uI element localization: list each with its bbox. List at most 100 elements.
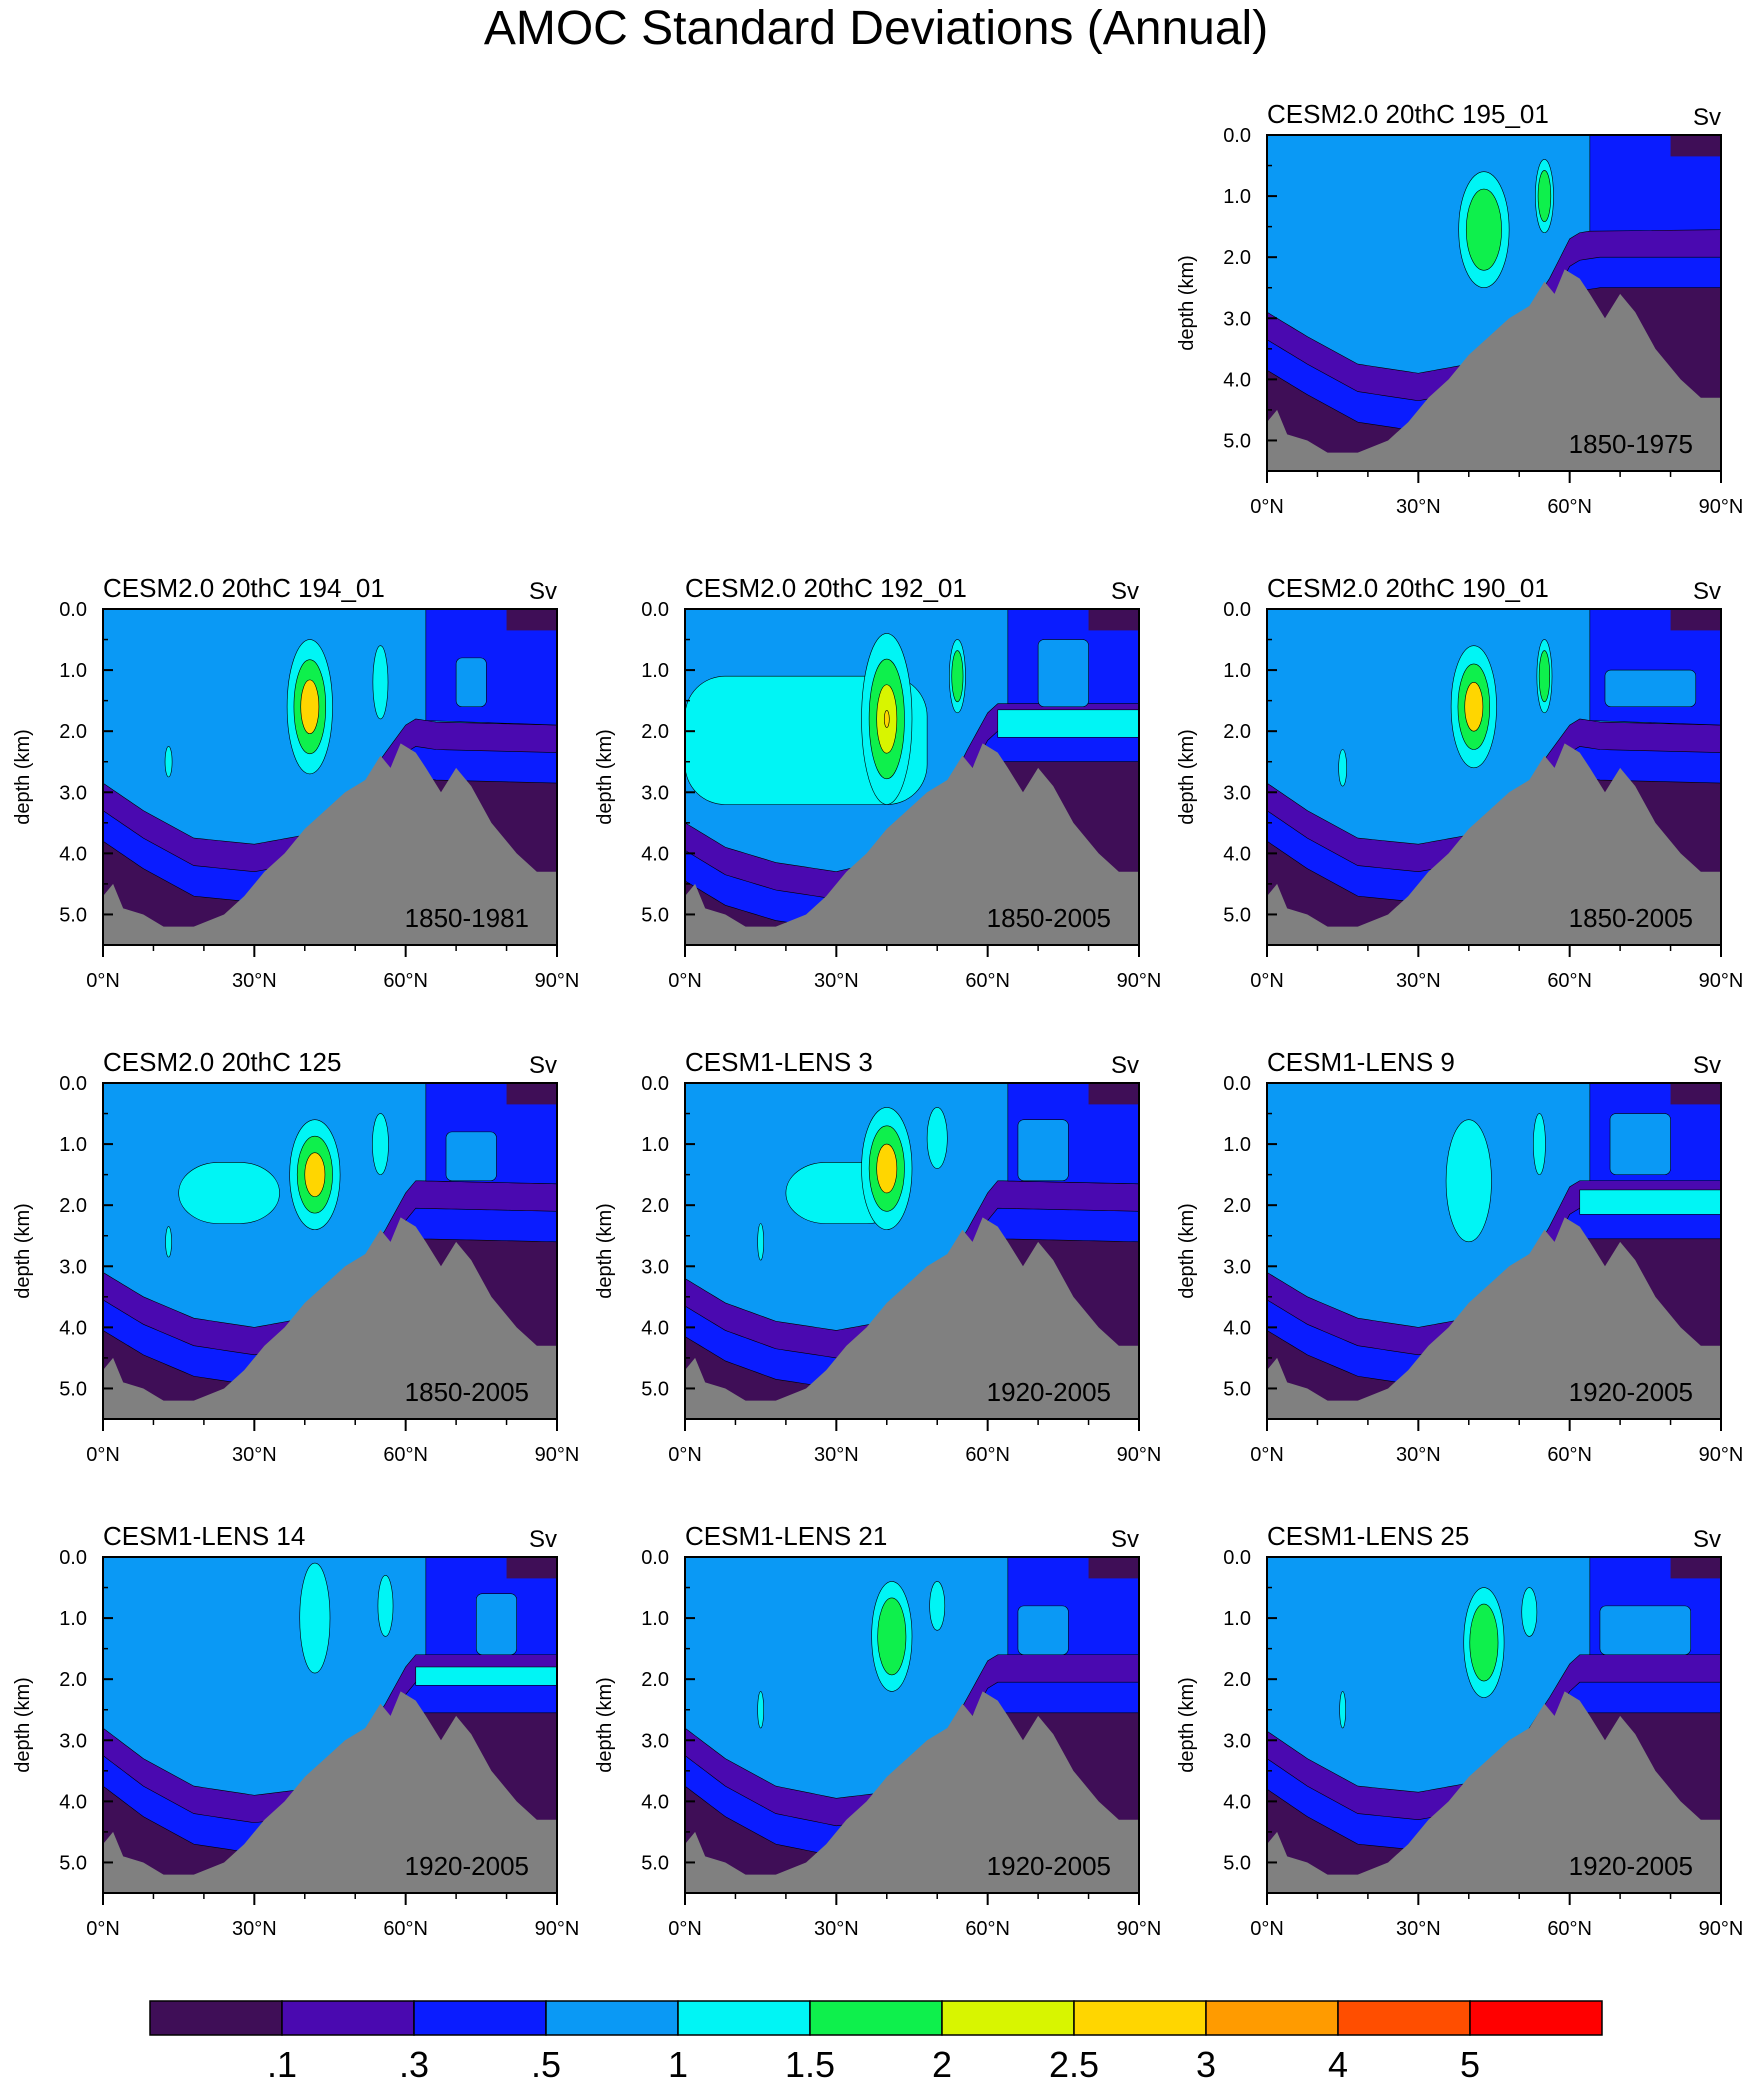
panel-units: Sv	[1111, 1526, 1139, 1553]
colorbar-label: 1.5	[785, 2044, 835, 2083]
panel-frame	[102, 608, 558, 946]
core-contour-4	[164, 746, 173, 778]
y-tick-label: 1.0	[59, 660, 87, 682]
y-tick-label: 0.0	[1223, 1547, 1251, 1569]
figure-title: AMOC Standard Deviations (Annual)	[484, 2, 1268, 55]
y-tick-label: 5.0	[641, 1852, 669, 1874]
x-tick-label: 60°N	[383, 970, 428, 992]
colorbar-label: 3	[1196, 2044, 1216, 2083]
bathymetry	[1267, 1691, 1721, 1893]
core-contour-5	[951, 650, 964, 703]
core-contour-4	[1533, 1113, 1546, 1175]
colorbar-label: 1	[668, 2044, 688, 2083]
y-tick-label: 3.0	[1223, 1256, 1251, 1278]
bathymetry	[1267, 1217, 1721, 1419]
panel-frame	[1266, 134, 1722, 472]
bathymetry	[103, 1691, 557, 1893]
level-band-4	[1579, 1189, 1721, 1215]
level-band-0	[1670, 1557, 1721, 1579]
panel-p194: 0.0 1.0 2.0 3.0 4.0 5.0 0°N 30°N 60°N 90°N depth (…	[12, 573, 579, 992]
y-tick-label: 3.0	[641, 1730, 669, 1752]
panel-units: Sv	[529, 1526, 557, 1553]
x-tick-label: 90°N	[1117, 970, 1162, 992]
y-tick-label: 1.0	[59, 1608, 87, 1630]
y-tick-label: 4.0	[59, 1791, 87, 1813]
y-tick-label: 0.0	[59, 599, 87, 621]
x-tick-label: 90°N	[535, 1444, 580, 1466]
core-contour-7	[876, 1143, 898, 1194]
y-tick-label: 2.0	[641, 1669, 669, 1691]
y-tick-label: 1.0	[1223, 660, 1251, 682]
x-tick-label: 30°N	[814, 970, 859, 992]
panel-field	[685, 609, 1139, 945]
level-band-0	[1088, 609, 1139, 631]
x-tick-label: 60°N	[1547, 1918, 1592, 1940]
x-tick-label: 0°N	[1250, 496, 1284, 518]
colorbar-swatch	[1469, 2000, 1603, 2036]
y-tick-label: 2.0	[641, 1195, 669, 1217]
y-tick-label: 1.0	[1223, 1134, 1251, 1156]
y-tick-label: 2.0	[1223, 247, 1251, 269]
panel-field	[103, 609, 557, 945]
colorbar-swatch	[1337, 2000, 1471, 2036]
level-band-3	[455, 657, 487, 708]
x-tick-label: 90°N	[1117, 1918, 1162, 1940]
x-tick-label: 30°N	[1396, 1918, 1441, 1940]
panel-title: CESM1-LENS 9	[1267, 1047, 1455, 1077]
level-band-3	[1037, 639, 1089, 708]
panel-field	[1267, 1557, 1721, 1893]
panel-period: 1920-2005	[405, 1851, 529, 1881]
y-tick-label: 2.0	[1223, 1669, 1251, 1691]
x-tick-label: 90°N	[1699, 496, 1744, 518]
y-tick-label: 2.0	[1223, 1195, 1251, 1217]
core-contour-7	[304, 1152, 326, 1197]
y-tick-label: 3.0	[1223, 782, 1251, 804]
colorbar-label: .3	[399, 2044, 429, 2083]
y-tick-label: 2.0	[641, 721, 669, 743]
x-tick-label: 30°N	[1396, 1444, 1441, 1466]
panel-period: 1850-1975	[1569, 429, 1693, 459]
core-contour-4	[929, 1581, 946, 1631]
panel-title: CESM1-LENS 21	[685, 1521, 887, 1551]
y-tick-label: 3.0	[59, 782, 87, 804]
colorbar: .1 .3 .5 1 1.5 2 2.5 3 4 5	[149, 2000, 1603, 2083]
core-contour-5	[1538, 650, 1551, 703]
level-band-4	[415, 1666, 557, 1686]
colorbar-label: 2	[932, 2044, 952, 2083]
core-contour-5	[1469, 1603, 1499, 1682]
panel-frame	[684, 1556, 1140, 1894]
x-tick-label: 30°N	[1396, 496, 1441, 518]
panel-units: Sv	[1693, 578, 1721, 605]
y-axis-label: depth (km)	[12, 729, 34, 825]
colorbar-swatch	[413, 2000, 547, 2036]
colorbar-label: 2.5	[1049, 2044, 1099, 2083]
panel-units: Sv	[529, 1052, 557, 1079]
y-tick-label: 3.0	[1223, 1730, 1251, 1752]
x-tick-label: 0°N	[86, 1444, 120, 1466]
panel-field	[103, 1557, 557, 1893]
panel-frame	[1266, 1082, 1722, 1420]
y-tick-label: 3.0	[1223, 308, 1251, 330]
y-tick-label: 5.0	[641, 904, 669, 926]
y-tick-label: 0.0	[1223, 125, 1251, 147]
bathymetry	[103, 743, 557, 945]
y-axis-label: depth (km)	[12, 1203, 34, 1299]
panel-frame	[1266, 1556, 1722, 1894]
panel-lens21: 0.0 1.0 2.0 3.0 4.0 5.0 0°N 30°N 60°N 90°N depth (…	[594, 1521, 1161, 1940]
y-tick-label: 5.0	[1223, 1852, 1251, 1874]
panel-title: CESM2.0 20thC 190_01	[1267, 573, 1549, 603]
core-contour-5	[1537, 170, 1552, 223]
bathymetry	[1267, 743, 1721, 945]
x-tick-label: 60°N	[383, 1918, 428, 1940]
core-contour-5	[1465, 188, 1502, 271]
panel-field	[1267, 135, 1721, 471]
panel-title: CESM2.0 20thC 192_01	[685, 573, 967, 603]
y-tick-label: 0.0	[59, 1073, 87, 1095]
y-tick-label: 4.0	[1223, 1791, 1251, 1813]
panel-p190: 0.0 1.0 2.0 3.0 4.0 5.0 0°N 30°N 60°N 90°N depth (…	[1176, 573, 1743, 992]
level-band-0	[506, 1083, 557, 1105]
level-band-2	[1589, 135, 1721, 232]
core-contour-7	[300, 679, 320, 734]
level-band-3	[1604, 669, 1697, 708]
y-tick-label: 4.0	[1223, 369, 1251, 391]
